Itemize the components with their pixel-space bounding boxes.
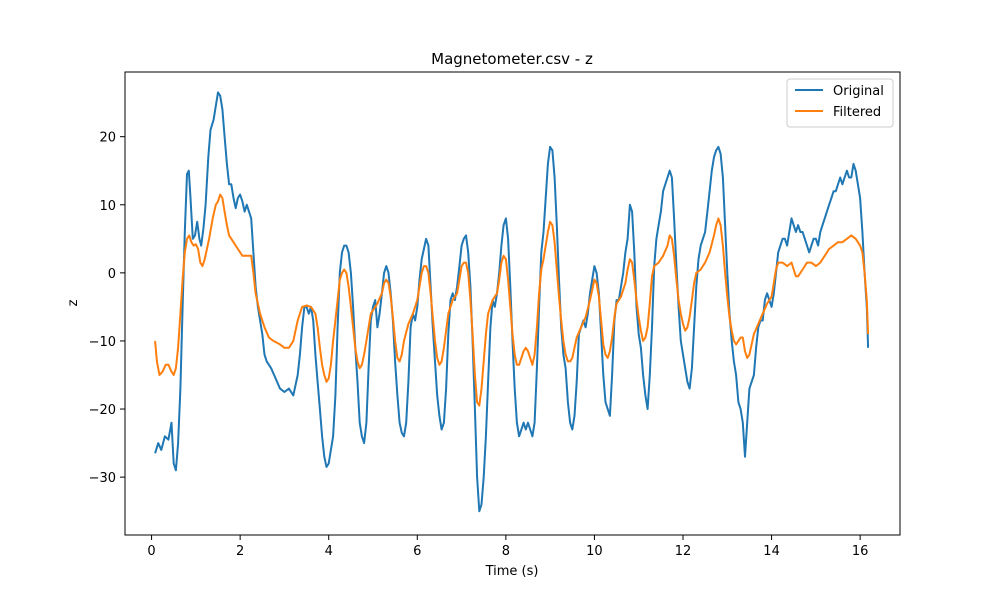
y-axis: −30 −20 −10 0 10 20: [89, 131, 125, 486]
legend: Original Filtered: [786, 78, 894, 128]
x-tick-label: 0: [147, 544, 155, 559]
y-tick-label: −30: [89, 471, 116, 486]
x-tick-label: 4: [325, 544, 333, 559]
x-axis-label: Time (s): [485, 564, 539, 579]
series-line-filtered: [154, 193, 870, 407]
x-tick-label: 10: [586, 544, 603, 559]
y-tick-label: −10: [89, 335, 116, 350]
plot-frame: [124, 71, 901, 536]
x-tick-label: 2: [236, 544, 244, 559]
y-tick-label: 20: [99, 131, 116, 146]
y-tick-label: 10: [99, 199, 116, 214]
legend-label-filtered: Filtered: [833, 105, 881, 120]
series-layer: [154, 91, 870, 513]
legend-label-original: Original: [833, 84, 884, 99]
chart-title: Magnetometer.csv - z: [431, 50, 593, 68]
x-tick-label: 8: [502, 544, 510, 559]
x-tick-label: 14: [763, 544, 780, 559]
y-tick-label: 0: [108, 267, 116, 282]
x-tick-label: 12: [675, 544, 692, 559]
x-tick-label: 16: [852, 544, 869, 559]
x-tick-label: 6: [413, 544, 421, 559]
series-line-original: [154, 91, 870, 513]
y-axis-label: z: [66, 299, 81, 306]
y-tick-label: −20: [89, 403, 116, 418]
x-axis: 0 2 4 6 8 10 12 14 16: [147, 535, 868, 559]
